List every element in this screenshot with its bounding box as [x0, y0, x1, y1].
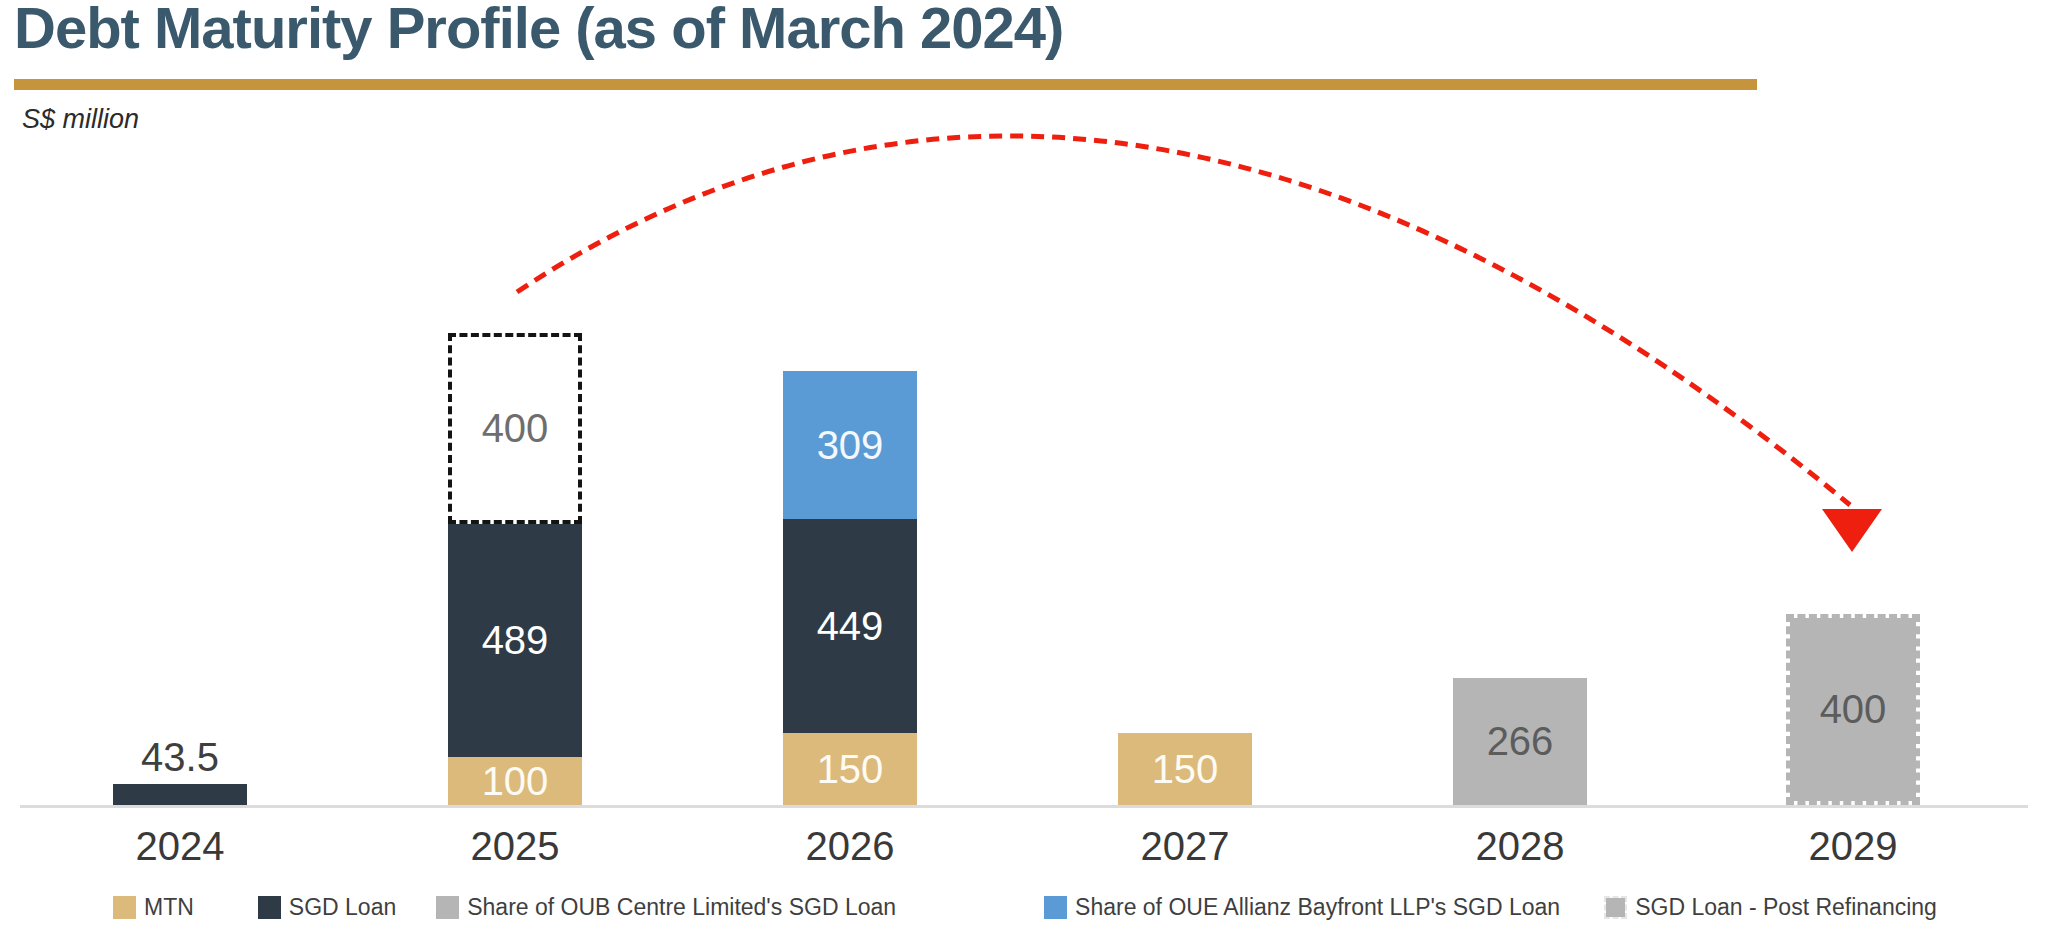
- legend-item-mtn: MTN: [113, 894, 194, 921]
- segment-value-label: 150: [1152, 747, 1219, 792]
- legend: MTN SGD Loan Share of OUB Centre Limited's…: [113, 894, 2048, 921]
- legend-swatch-icon-oub: [436, 896, 459, 919]
- legend-item-sgd: SGD Loan: [258, 894, 396, 921]
- segment-value-label: 489: [482, 618, 549, 663]
- legend-item-oub: Share of OUB Centre Limited's SGD Loan: [436, 894, 896, 921]
- legend-swatch-icon-mtn: [113, 896, 136, 919]
- bar-segment-2025-sgd: 489: [448, 524, 582, 757]
- bar-segment-2025-mtn: 100: [448, 757, 582, 805]
- legend-label: Share of OUB Centre Limited's SGD Loan: [467, 894, 896, 921]
- segment-value-label: 400: [482, 406, 549, 451]
- x-axis-label-2028: 2028: [1420, 824, 1620, 869]
- bar-segment-2028-oub: 266: [1453, 678, 1587, 805]
- legend-swatch-icon-sgd: [258, 896, 281, 919]
- segment-value-label: 400: [1820, 687, 1887, 732]
- x-axis-label-2029: 2029: [1753, 824, 1953, 869]
- x-axis-baseline: [20, 805, 2028, 808]
- segment-value-label: 309: [817, 423, 884, 468]
- debt-maturity-bar-chart: 43.5 100 489 400 150 449 309 150 266 400 2024 2025…: [0, 0, 2048, 950]
- legend-swatch-icon-post: [1604, 896, 1627, 919]
- segment-value-label: 449: [817, 604, 884, 649]
- bar-segment-2025-refi: 400: [448, 333, 582, 524]
- x-axis-label-2024: 2024: [80, 824, 280, 869]
- segment-value-label: 100: [482, 759, 549, 804]
- refinancing-arrow-head-icon: [1822, 509, 1882, 552]
- bar-segment-2026-oue: 309: [783, 371, 917, 519]
- legend-label: SGD Loan - Post Refinancing: [1635, 894, 1937, 921]
- segment-value-label: 150: [817, 747, 884, 792]
- legend-item-post: SGD Loan - Post Refinancing: [1604, 894, 1937, 921]
- x-axis-label-2027: 2027: [1085, 824, 1285, 869]
- refinancing-arrow-curve: [517, 136, 1850, 505]
- legend-label: SGD Loan: [289, 894, 396, 921]
- legend-label: Share of OUE Allianz Bayfront LLP's SGD …: [1075, 894, 1560, 921]
- bar-segment-2026-mtn: 150: [783, 733, 917, 805]
- slide: Debt Maturity Profile (as of March 2024)…: [0, 0, 2048, 950]
- legend-swatch-icon-oue: [1044, 896, 1067, 919]
- segment-value-label: 266: [1487, 719, 1554, 764]
- legend-item-oue: Share of OUE Allianz Bayfront LLP's SGD …: [1044, 894, 1560, 921]
- bar-segment-2027-mtn: 150: [1118, 733, 1252, 805]
- bar-value-label-above-2024: 43.5: [80, 728, 280, 780]
- bar-segment-2026-sgd: 449: [783, 519, 917, 733]
- bar-segment-2024-sgd: [113, 784, 247, 805]
- x-axis-label-2025: 2025: [415, 824, 615, 869]
- bar-segment-2029-post: 400: [1786, 614, 1920, 805]
- x-axis-label-2026: 2026: [750, 824, 950, 869]
- legend-label: MTN: [144, 894, 194, 921]
